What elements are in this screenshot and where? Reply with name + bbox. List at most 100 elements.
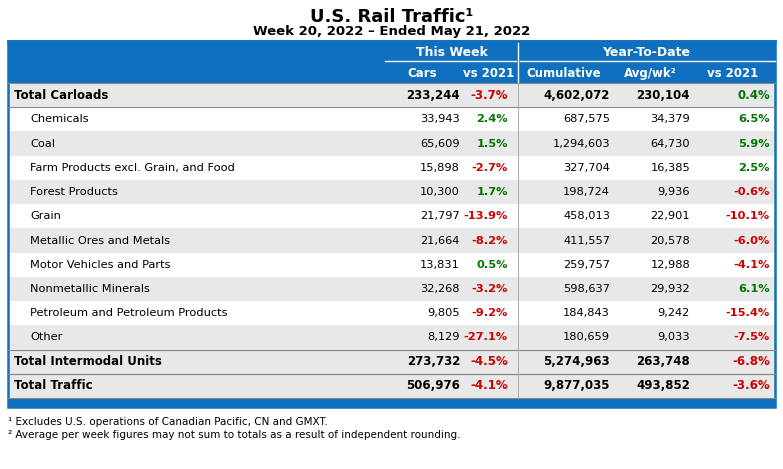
- Text: -9.2%: -9.2%: [471, 308, 508, 318]
- Text: -13.9%: -13.9%: [464, 211, 508, 221]
- Text: 259,757: 259,757: [563, 260, 610, 270]
- Text: 64,730: 64,730: [651, 138, 690, 149]
- Text: 5,274,963: 5,274,963: [543, 355, 610, 368]
- Text: U.S. Rail Traffic¹: U.S. Rail Traffic¹: [310, 8, 473, 26]
- Text: Avg/wk²: Avg/wk²: [623, 67, 677, 80]
- Bar: [8, 131, 775, 156]
- Text: -3.7%: -3.7%: [471, 89, 508, 102]
- Text: 598,637: 598,637: [563, 284, 610, 294]
- Text: 2.5%: 2.5%: [738, 163, 770, 173]
- Text: 506,976: 506,976: [406, 379, 460, 393]
- Bar: [8, 349, 775, 374]
- Bar: [8, 41, 775, 63]
- Text: 0.5%: 0.5%: [477, 260, 508, 270]
- Bar: [8, 228, 775, 253]
- Text: 687,575: 687,575: [563, 114, 610, 124]
- Text: -3.2%: -3.2%: [471, 284, 508, 294]
- Text: 5.9%: 5.9%: [738, 138, 770, 149]
- Text: Farm Products excl. Grain, and Food: Farm Products excl. Grain, and Food: [30, 163, 235, 173]
- Text: -10.1%: -10.1%: [726, 211, 770, 221]
- Text: 458,013: 458,013: [563, 211, 610, 221]
- Bar: [8, 398, 775, 407]
- Text: -8.2%: -8.2%: [471, 235, 508, 245]
- Text: 9,877,035: 9,877,035: [543, 379, 610, 393]
- Text: -7.5%: -7.5%: [734, 333, 770, 342]
- Text: Chemicals: Chemicals: [30, 114, 88, 124]
- Text: 32,268: 32,268: [420, 284, 460, 294]
- Text: 0.4%: 0.4%: [738, 89, 770, 102]
- Text: 33,943: 33,943: [420, 114, 460, 124]
- Text: 2.4%: 2.4%: [476, 114, 508, 124]
- Text: Coal: Coal: [30, 138, 55, 149]
- Text: 9,242: 9,242: [658, 308, 690, 318]
- Text: Year-To-Date: Year-To-Date: [602, 45, 691, 59]
- Text: 20,578: 20,578: [650, 235, 690, 245]
- Text: 8,129: 8,129: [428, 333, 460, 342]
- Text: vs 2021: vs 2021: [464, 67, 514, 80]
- Text: 13,831: 13,831: [420, 260, 460, 270]
- Text: 21,797: 21,797: [420, 211, 460, 221]
- Text: 22,901: 22,901: [651, 211, 690, 221]
- Text: -6.8%: -6.8%: [732, 355, 770, 368]
- Text: 180,659: 180,659: [563, 333, 610, 342]
- Text: 411,557: 411,557: [563, 235, 610, 245]
- Text: 230,104: 230,104: [637, 89, 690, 102]
- Text: 233,244: 233,244: [406, 89, 460, 102]
- Text: 9,805: 9,805: [428, 308, 460, 318]
- Text: 184,843: 184,843: [563, 308, 610, 318]
- Text: Forest Products: Forest Products: [30, 187, 118, 197]
- Text: 29,932: 29,932: [651, 284, 690, 294]
- Text: -2.7%: -2.7%: [471, 163, 508, 173]
- Text: 1.7%: 1.7%: [477, 187, 508, 197]
- Text: -27.1%: -27.1%: [464, 333, 508, 342]
- Text: Cumulative: Cumulative: [527, 67, 601, 80]
- Text: ² Average per week figures may not sum to totals as a result of independent roun: ² Average per week figures may not sum t…: [8, 430, 460, 440]
- Text: 6.1%: 6.1%: [738, 284, 770, 294]
- Text: 6.5%: 6.5%: [738, 114, 770, 124]
- Text: -4.1%: -4.1%: [734, 260, 770, 270]
- Text: ¹ Excludes U.S. operations of Canadian Pacific, CN and GMXT.: ¹ Excludes U.S. operations of Canadian P…: [8, 417, 328, 427]
- Text: 34,379: 34,379: [650, 114, 690, 124]
- Text: 493,852: 493,852: [636, 379, 690, 393]
- Text: Motor Vehicles and Parts: Motor Vehicles and Parts: [30, 260, 171, 270]
- Text: 16,385: 16,385: [650, 163, 690, 173]
- Text: 4,602,072: 4,602,072: [543, 89, 610, 102]
- Text: 1.5%: 1.5%: [477, 138, 508, 149]
- Text: Petroleum and Petroleum Products: Petroleum and Petroleum Products: [30, 308, 228, 318]
- Bar: [8, 41, 775, 407]
- Text: -4.1%: -4.1%: [471, 379, 508, 393]
- Bar: [8, 107, 775, 131]
- Text: 327,704: 327,704: [563, 163, 610, 173]
- Text: Metallic Ores and Metals: Metallic Ores and Metals: [30, 235, 170, 245]
- Text: Total Carloads: Total Carloads: [14, 89, 108, 102]
- Text: 10,300: 10,300: [420, 187, 460, 197]
- Text: 273,732: 273,732: [406, 355, 460, 368]
- Bar: [8, 325, 775, 349]
- Bar: [8, 374, 775, 398]
- Text: This Week: This Week: [416, 45, 488, 59]
- Bar: [8, 204, 775, 228]
- Bar: [8, 156, 775, 180]
- Bar: [8, 83, 775, 107]
- Text: 9,936: 9,936: [658, 187, 690, 197]
- Text: 15,898: 15,898: [420, 163, 460, 173]
- Text: 21,664: 21,664: [420, 235, 460, 245]
- Text: -3.6%: -3.6%: [732, 379, 770, 393]
- Text: -4.5%: -4.5%: [471, 355, 508, 368]
- Text: 65,609: 65,609: [420, 138, 460, 149]
- Text: Other: Other: [30, 333, 63, 342]
- Text: -0.6%: -0.6%: [734, 187, 770, 197]
- Text: -15.4%: -15.4%: [726, 308, 770, 318]
- Text: 263,748: 263,748: [637, 355, 690, 368]
- Bar: [8, 63, 775, 83]
- Bar: [8, 277, 775, 301]
- Text: Total Intermodal Units: Total Intermodal Units: [14, 355, 162, 368]
- Text: -6.0%: -6.0%: [734, 235, 770, 245]
- Text: Nonmetallic Minerals: Nonmetallic Minerals: [30, 284, 150, 294]
- Text: 12,988: 12,988: [650, 260, 690, 270]
- Text: 1,294,603: 1,294,603: [552, 138, 610, 149]
- Text: Total Traffic: Total Traffic: [14, 379, 92, 393]
- Text: Grain: Grain: [30, 211, 61, 221]
- Text: Week 20, 2022 – Ended May 21, 2022: Week 20, 2022 – Ended May 21, 2022: [253, 24, 530, 38]
- Text: 9,033: 9,033: [658, 333, 690, 342]
